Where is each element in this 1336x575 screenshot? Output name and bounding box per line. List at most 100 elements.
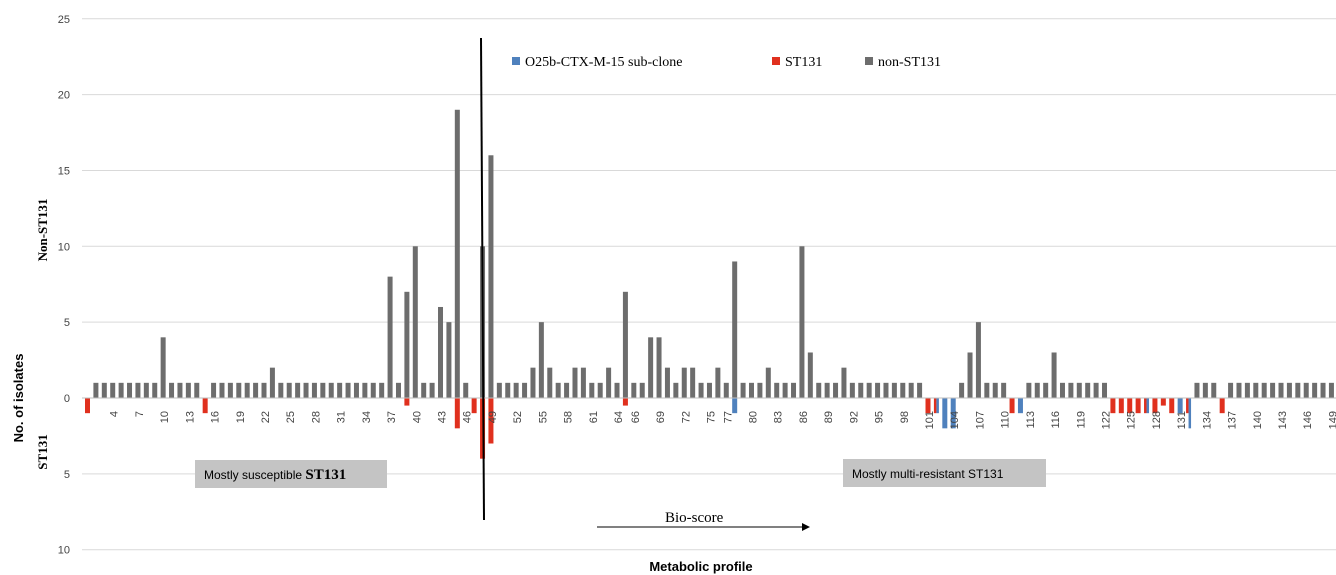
y-tick-label: 0 xyxy=(64,393,70,405)
y-label-lower: ST131 xyxy=(35,434,50,469)
bar-non-st131 xyxy=(412,246,418,398)
bar-non-st131 xyxy=(547,367,553,398)
annotation-right-box xyxy=(843,459,1046,487)
bar-non-st131 xyxy=(580,367,586,398)
x-tick-label: 10 xyxy=(159,411,171,423)
bar-non-st131 xyxy=(833,382,839,398)
x-tick-label: 149 xyxy=(1327,411,1336,429)
bar-non-st131 xyxy=(454,109,460,399)
bar-non-st131 xyxy=(1228,382,1234,398)
x-tick-label: 89 xyxy=(823,411,835,423)
bar-non-st131 xyxy=(522,382,528,398)
y-tick-label: 15 xyxy=(58,165,70,177)
bar-non-st131 xyxy=(1093,382,1099,398)
bar-o25b-subclone xyxy=(1188,398,1192,429)
bar-non-st131 xyxy=(395,382,401,398)
x-tick-label: 110 xyxy=(1000,411,1012,429)
bar-non-st131 xyxy=(269,367,275,398)
bar-non-st131 xyxy=(219,382,225,398)
bar-non-st131 xyxy=(337,382,343,398)
bar-non-st131 xyxy=(1043,382,1049,398)
x-tick-label: 75 xyxy=(705,411,717,423)
bio-score-arrow: Bio-score xyxy=(597,510,810,531)
x-tick-label: 37 xyxy=(386,411,398,423)
bar-non-st131 xyxy=(765,367,771,398)
bar-non-st131 xyxy=(807,352,813,398)
x-tick-label: 128 xyxy=(1151,411,1163,429)
bar-non-st131 xyxy=(1051,352,1057,398)
x-tick-label: 43 xyxy=(437,411,449,423)
bar-non-st131 xyxy=(1026,382,1032,398)
bar-non-st131 xyxy=(286,382,292,398)
bar-non-st131 xyxy=(748,382,754,398)
bar-non-st131 xyxy=(253,382,259,398)
x-tick-label: 22 xyxy=(260,411,272,423)
bar-non-st131 xyxy=(681,367,687,398)
x-tick-label: 58 xyxy=(563,411,575,423)
x-tick-label: 49 xyxy=(487,411,499,423)
bar-non-st131 xyxy=(992,382,998,398)
bar-non-st131 xyxy=(664,367,670,398)
legend-swatch-o25b xyxy=(512,57,520,65)
bar-non-st131 xyxy=(1278,382,1284,398)
x-tick-label: 64 xyxy=(613,411,625,423)
bar-non-st131 xyxy=(127,382,133,398)
annotation-right: Mostly multi-resistant ST131 xyxy=(843,459,1046,487)
bar-non-st131 xyxy=(278,382,284,398)
bar-non-st131 xyxy=(622,291,628,398)
bar-non-st131 xyxy=(673,382,679,398)
bars xyxy=(85,109,1334,459)
annotation-right-text: Mostly multi-resistant ST131 xyxy=(852,467,1004,481)
bar-st131 xyxy=(1135,398,1141,414)
x-tick-label: 19 xyxy=(235,411,247,423)
x-tick-label: 104 xyxy=(949,411,961,429)
bar-non-st131 xyxy=(110,382,116,398)
x-tick-label: 31 xyxy=(336,411,348,423)
bar-non-st131 xyxy=(261,382,267,398)
x-tick-label: 55 xyxy=(537,411,549,423)
bar-o25b-subclone xyxy=(936,398,939,414)
annotation-left-box xyxy=(195,460,387,488)
bar-non-st131 xyxy=(883,382,889,398)
x-tick-label: 80 xyxy=(747,411,759,423)
bar-non-st131 xyxy=(370,382,376,398)
bar-st131 xyxy=(1009,398,1015,414)
x-tick-label: 137 xyxy=(1227,411,1239,429)
bar-st131 xyxy=(1219,398,1225,414)
bar-non-st131 xyxy=(824,382,830,398)
bar-non-st131 xyxy=(101,382,107,398)
x-tick-label: 7 xyxy=(134,411,146,417)
bar-non-st131 xyxy=(959,382,965,398)
bar-non-st131 xyxy=(538,322,544,398)
bar-non-st131 xyxy=(295,382,301,398)
y-label-upper: Non-ST131 xyxy=(35,199,50,262)
legend-label-non-st131: non-ST131 xyxy=(878,55,941,70)
x-tick-label: 28 xyxy=(310,411,322,423)
bar-st131 xyxy=(202,398,208,414)
bar-non-st131 xyxy=(866,382,872,398)
legend-swatch-st131 xyxy=(772,57,780,65)
x-tick-label: 13 xyxy=(184,411,196,423)
bar-non-st131 xyxy=(732,261,738,398)
legend: O25b-CTX-M-15 sub-clone ST131 non-ST131 xyxy=(512,55,941,70)
bar-non-st131 xyxy=(1068,382,1074,398)
annotation-left-strong: ST131 xyxy=(305,467,346,483)
bar-o25b-subclone xyxy=(950,398,956,429)
bar-st131 xyxy=(622,398,628,406)
bar-non-st131 xyxy=(1328,382,1334,398)
x-axis-ticks: 4 7 10 13 16 19 22 25 28 31 34 37 40 43 46 49 52 55 58 61 64… xyxy=(82,397,1336,429)
bar-non-st131 xyxy=(438,306,444,398)
x-tick-label: 122 xyxy=(1101,411,1113,429)
y-tick-label: 5 xyxy=(64,469,70,481)
bar-non-st131 xyxy=(185,382,191,398)
bar-non-st131 xyxy=(446,322,452,398)
bar-o25b-subclone xyxy=(942,398,948,429)
x-tick-label: 72 xyxy=(680,411,692,423)
x-tick-label: 4 xyxy=(109,411,121,417)
bar-non-st131 xyxy=(320,382,326,398)
x-tick-label: 125 xyxy=(1126,411,1138,429)
bar-non-st131 xyxy=(564,382,570,398)
x-tick-label: 69 xyxy=(655,411,667,423)
bar-non-st131 xyxy=(496,382,502,398)
x-tick-label: 116 xyxy=(1050,411,1062,429)
